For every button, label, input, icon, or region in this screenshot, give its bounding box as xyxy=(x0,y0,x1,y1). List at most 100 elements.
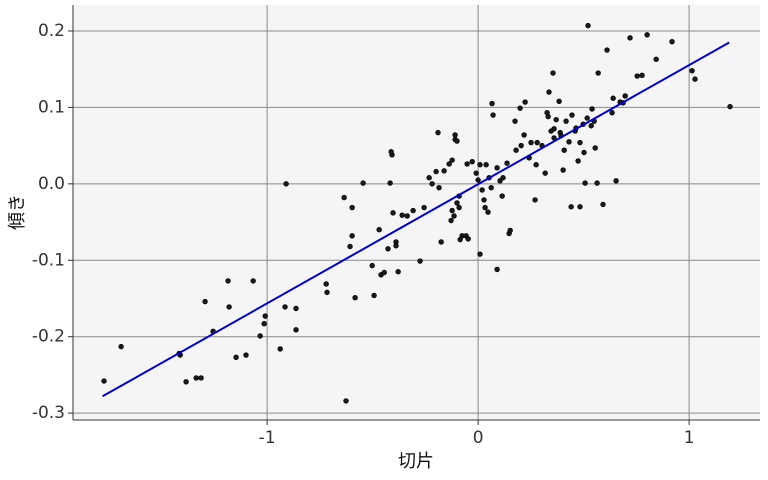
point xyxy=(441,168,447,174)
point xyxy=(426,175,432,181)
point xyxy=(193,375,199,381)
point xyxy=(494,266,500,273)
point xyxy=(438,239,444,245)
point xyxy=(183,379,189,385)
fit-line xyxy=(102,41,730,398)
point xyxy=(522,99,528,105)
point xyxy=(518,142,524,149)
point xyxy=(395,269,401,275)
point xyxy=(489,100,495,107)
x-axis-label: 切片 xyxy=(398,451,434,472)
point xyxy=(689,68,695,74)
point xyxy=(118,343,124,350)
point xyxy=(225,278,231,284)
point xyxy=(727,103,733,110)
point xyxy=(483,162,489,168)
point xyxy=(352,295,358,301)
point xyxy=(261,321,267,327)
point xyxy=(512,118,518,124)
point xyxy=(604,47,610,53)
point xyxy=(369,262,375,269)
point xyxy=(653,56,659,62)
point xyxy=(410,207,416,214)
point xyxy=(449,207,455,214)
point xyxy=(479,187,485,193)
point xyxy=(550,70,556,76)
y-tick-label: 0.1 xyxy=(38,97,65,117)
point xyxy=(481,197,487,203)
point xyxy=(257,333,263,339)
point xyxy=(452,132,458,138)
point xyxy=(609,110,615,116)
point xyxy=(532,197,538,203)
point xyxy=(556,98,562,104)
point xyxy=(545,113,551,120)
y-tick-label: 0.0 xyxy=(38,174,65,194)
point xyxy=(639,72,645,79)
point xyxy=(592,145,598,151)
point xyxy=(421,204,427,211)
y-tick-label: 0.2 xyxy=(38,21,65,41)
point xyxy=(575,158,581,164)
point xyxy=(542,170,548,176)
point xyxy=(448,217,454,224)
point xyxy=(507,227,513,234)
point xyxy=(585,22,591,29)
point xyxy=(534,139,540,146)
point xyxy=(381,269,387,276)
point xyxy=(456,204,462,211)
point xyxy=(454,200,460,206)
point xyxy=(588,123,594,129)
point xyxy=(551,126,557,132)
point xyxy=(577,204,583,210)
point xyxy=(634,73,640,79)
point xyxy=(385,246,391,252)
point xyxy=(477,162,483,168)
y-axis-label: 傾き xyxy=(7,194,28,230)
point xyxy=(323,281,329,287)
point xyxy=(243,352,249,358)
point xyxy=(517,105,523,111)
point xyxy=(553,116,559,123)
point xyxy=(589,106,595,112)
point xyxy=(387,180,393,186)
point xyxy=(499,193,505,199)
point xyxy=(429,181,435,187)
point xyxy=(533,162,539,168)
point xyxy=(454,138,460,144)
point xyxy=(226,304,232,310)
point xyxy=(233,354,239,361)
point xyxy=(490,112,496,118)
point xyxy=(569,112,575,118)
point xyxy=(669,38,675,45)
point xyxy=(449,157,455,163)
y-tick-label: -0.2 xyxy=(32,327,65,347)
point xyxy=(446,161,452,167)
x-tick-label: 0 xyxy=(473,428,484,448)
point xyxy=(561,147,567,153)
point xyxy=(521,132,527,138)
x-tick-label: -1 xyxy=(259,428,276,448)
point xyxy=(433,168,439,175)
point xyxy=(613,178,619,184)
point xyxy=(528,139,534,146)
point xyxy=(577,139,583,146)
point xyxy=(594,180,600,186)
point xyxy=(477,251,483,257)
point xyxy=(293,305,299,312)
point xyxy=(451,213,457,219)
point xyxy=(435,129,441,136)
point xyxy=(475,177,481,183)
point xyxy=(546,89,552,95)
point xyxy=(202,298,208,305)
plot-panel xyxy=(73,5,760,420)
point xyxy=(465,236,471,242)
point xyxy=(436,184,442,191)
point xyxy=(560,167,566,173)
point xyxy=(622,93,628,99)
point xyxy=(566,139,572,145)
point xyxy=(101,378,107,384)
point xyxy=(250,278,256,284)
point xyxy=(595,70,601,76)
